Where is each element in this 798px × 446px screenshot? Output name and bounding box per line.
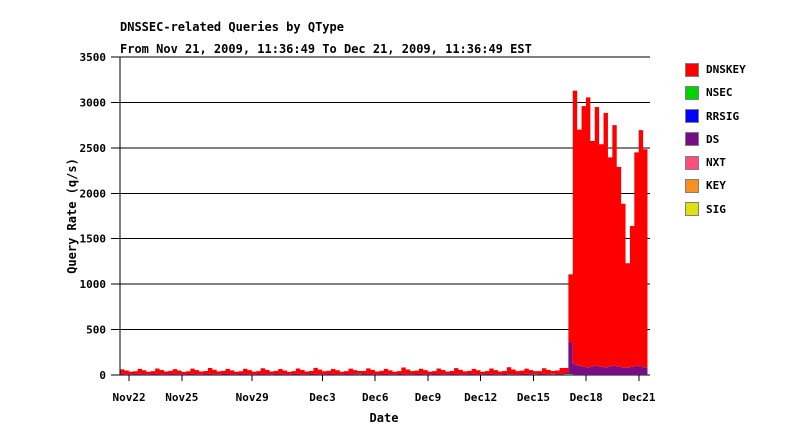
legend-swatch-rrsig-icon	[685, 109, 699, 124]
svg-text:Dec12: Dec12	[464, 391, 497, 404]
svg-text:3500: 3500	[80, 51, 107, 64]
legend-label-nsec: NSEC	[706, 86, 733, 100]
legend-label-sig: SIG	[706, 202, 726, 216]
svg-text:2000: 2000	[80, 187, 107, 200]
legend-item-rrsig: RRSIG	[685, 109, 746, 124]
legend-swatch-nxt-icon	[685, 155, 699, 170]
svg-text:0: 0	[99, 369, 106, 382]
svg-text:1000: 1000	[80, 278, 107, 291]
svg-text:500: 500	[86, 324, 106, 337]
svg-text:Dec6: Dec6	[362, 391, 389, 404]
legend-item-key: KEY	[685, 178, 746, 193]
svg-text:2500: 2500	[80, 142, 107, 155]
legend-swatch-nsec-icon	[685, 85, 699, 100]
legend-item-ds: DS	[685, 132, 746, 147]
legend-swatch-key-icon	[685, 178, 699, 193]
svg-text:3000: 3000	[80, 96, 107, 109]
svg-text:Nov22: Nov22	[113, 391, 146, 404]
legend-label-dnskey: DNSKEY	[706, 63, 746, 76]
svg-text:1500: 1500	[80, 233, 107, 246]
legend-label-ds: DS	[706, 132, 720, 146]
svg-text:Dec9: Dec9	[415, 391, 442, 404]
svg-text:Dec21: Dec21	[622, 391, 655, 404]
legend-swatch-ds-icon	[685, 132, 699, 147]
svg-text:Nov29: Nov29	[236, 391, 269, 404]
legend-item-nxt: NXT	[685, 155, 746, 170]
legend-label-rrsig: RRSIG	[706, 109, 740, 123]
legend-label-nxt: NXT	[706, 156, 726, 170]
x-axis-title: Date	[369, 411, 399, 425]
legend-swatch-dnskey-icon	[685, 62, 699, 77]
legend-swatch-sig-icon	[685, 202, 699, 217]
svg-text:Dec3: Dec3	[309, 391, 336, 404]
legend-item-sig: SIG	[685, 202, 746, 217]
svg-text:Nov25: Nov25	[165, 391, 198, 404]
legend-item-nsec: NSEC	[685, 85, 746, 100]
svg-text:Dec15: Dec15	[517, 391, 550, 404]
legend: DNSKEY NSEC RRSIG DS NXT KEY SIG	[685, 62, 746, 226]
chart-subtitle: From Nov 21, 2009, 11:36:49 To Dec 21, 2…	[120, 42, 532, 56]
svg-text:Dec18: Dec18	[570, 391, 603, 404]
chart-title: DNSSEC-related Queries by QType	[120, 20, 344, 34]
legend-item-dnskey: DNSKEY	[685, 62, 746, 77]
legend-label-key: KEY	[706, 179, 726, 193]
